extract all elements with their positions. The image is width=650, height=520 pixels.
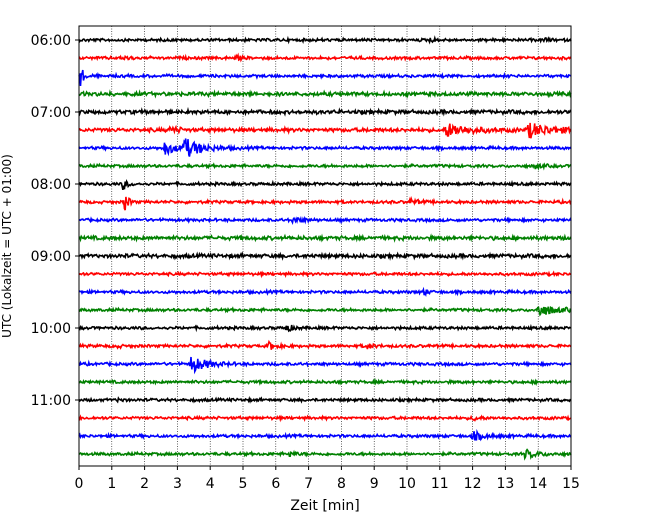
traces	[78, 35, 572, 461]
trace-1015	[78, 339, 572, 351]
trace-0700	[78, 106, 572, 117]
x-tick-label: 2	[140, 476, 149, 492]
x-tick-label: 15	[562, 476, 580, 492]
trace-0615	[78, 52, 572, 63]
y-tick-label: 06:00	[31, 33, 71, 49]
trace-1115	[78, 414, 572, 423]
x-tick-label: 8	[337, 476, 346, 492]
trace-0830	[78, 215, 572, 225]
trace-1130	[78, 428, 572, 442]
y-axis-label: UTC (Lokalzeit = UTC + 01:00)	[0, 154, 14, 338]
x-axis-ticks: 0 1 2 3 4 5 6 7 8 9 10 11 12 13 14 15	[75, 466, 580, 492]
trace-1100	[78, 395, 572, 404]
y-tick-label: 08:00	[31, 177, 71, 193]
trace-0900	[78, 251, 572, 261]
x-tick-label: 3	[173, 476, 182, 492]
trace-1000	[78, 323, 572, 333]
x-tick-label: 13	[496, 476, 514, 492]
y-tick-label: 07:00	[31, 105, 71, 121]
trace-0930	[78, 286, 572, 298]
x-tick-label: 6	[271, 476, 280, 492]
plot-frame	[78, 25, 572, 467]
trace-0945	[78, 306, 572, 317]
x-tick-label: 11	[431, 476, 449, 492]
x-tick-label: 1	[107, 476, 116, 492]
trace-0815	[78, 195, 572, 211]
trace-1045	[78, 377, 572, 387]
x-tick-label: 9	[370, 476, 379, 492]
x-grid-lines	[111, 26, 539, 466]
y-tick-label: 10:00	[31, 321, 71, 337]
y-tick-label: 09:00	[31, 249, 71, 265]
x-tick-label: 7	[304, 476, 313, 492]
trace-1145	[78, 448, 572, 461]
trace-0600	[78, 35, 572, 45]
x-tick-label: 0	[75, 476, 84, 492]
x-tick-label: 4	[206, 476, 215, 492]
x-tick-label: 5	[239, 476, 248, 492]
trace-0630	[78, 69, 572, 87]
trace-0730	[78, 138, 572, 157]
trace-0800	[78, 178, 572, 190]
x-tick-label: 14	[529, 476, 547, 492]
x-tick-label: 12	[464, 476, 482, 492]
trace-1030	[78, 356, 572, 375]
trace-0645	[78, 89, 572, 99]
trace-0715	[78, 122, 572, 139]
y-axis-ticks: 06:00 07:00 08:00 09:00 10:00 11:00	[31, 33, 79, 409]
trace-0915	[78, 270, 572, 279]
y-tick-label: 11:00	[31, 393, 71, 409]
trace-0845	[78, 233, 572, 243]
x-axis-label: Zeit [min]	[290, 498, 359, 514]
x-tick-label: 10	[398, 476, 416, 492]
trace-0745	[78, 162, 572, 171]
